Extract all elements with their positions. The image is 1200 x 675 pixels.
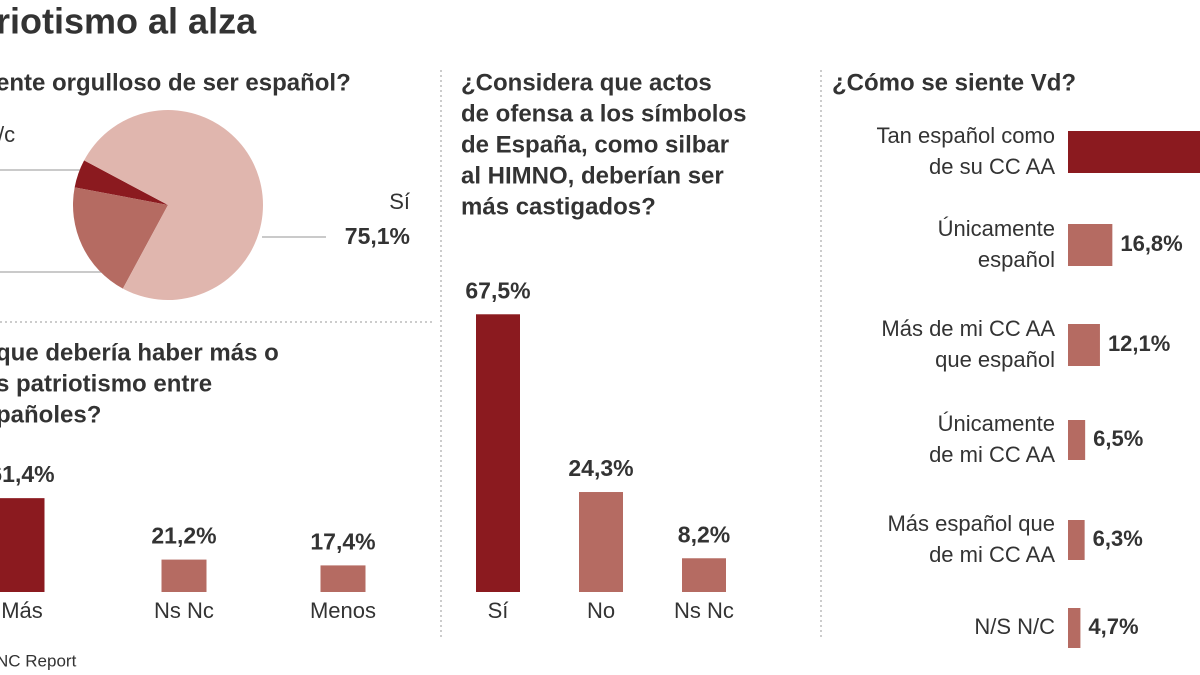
category-label: de su CC AA bbox=[929, 154, 1055, 179]
pie-slice bbox=[74, 160, 168, 205]
value-label: 16,8% bbox=[1120, 231, 1182, 256]
category-label: Ns Nc bbox=[154, 598, 214, 623]
value-label: 12,1% bbox=[1108, 331, 1170, 356]
source: NC Report bbox=[0, 651, 77, 670]
bar bbox=[579, 492, 623, 592]
bar bbox=[1068, 324, 1100, 366]
chart-title: que debería haber más o bbox=[0, 339, 279, 366]
category-label: Ns Nc bbox=[674, 598, 734, 623]
pie-slice bbox=[72, 187, 168, 289]
value-label: 6,3% bbox=[1093, 526, 1143, 551]
value-label: 8,2% bbox=[678, 521, 730, 547]
bar bbox=[1068, 224, 1113, 266]
value-label: 4,7% bbox=[1088, 614, 1138, 639]
value-label: 6,5% bbox=[1093, 426, 1143, 451]
category-label: Únicamente bbox=[938, 411, 1055, 436]
bar bbox=[0, 498, 45, 592]
slice-label: Sí bbox=[389, 189, 410, 214]
chart-title: de España, como silbar bbox=[461, 131, 729, 158]
bar bbox=[1068, 520, 1085, 560]
chart-title: ¿Cómo se siente Vd? bbox=[832, 69, 1076, 96]
page-title: riotismo al alza bbox=[0, 1, 257, 42]
chart-title: de ofensa a los símbolos bbox=[461, 100, 746, 127]
chart-title: más castigados? bbox=[461, 193, 656, 220]
value-label: 67,5% bbox=[465, 277, 530, 303]
category-label: N/S N/C bbox=[974, 614, 1055, 639]
category-label: No bbox=[587, 598, 615, 623]
value-label: 75,1% bbox=[345, 223, 410, 249]
bar bbox=[1068, 608, 1081, 648]
category-label: Tan español como bbox=[876, 123, 1055, 148]
bar bbox=[320, 565, 366, 592]
value-label: 24,3% bbox=[568, 455, 633, 481]
value-label: 61,4% bbox=[0, 461, 55, 487]
slice-label: /c bbox=[0, 122, 15, 147]
bar bbox=[161, 559, 207, 592]
bar bbox=[1068, 131, 1200, 173]
chart-title: s patriotismo entre bbox=[0, 370, 212, 397]
category-label: Más de mi CC AA bbox=[881, 316, 1055, 341]
value-label: 17,4% bbox=[310, 528, 375, 554]
bar bbox=[682, 558, 726, 592]
chart-title: pañoles? bbox=[0, 401, 101, 428]
category-label: que español bbox=[935, 347, 1055, 372]
chart-title: al HIMNO, deberían ser bbox=[461, 162, 724, 189]
category-label: Únicamente bbox=[938, 216, 1055, 241]
category-label: de mi CC AA bbox=[929, 442, 1055, 467]
category-label: español bbox=[978, 247, 1055, 272]
bar bbox=[1068, 420, 1086, 460]
category-label: Más español que bbox=[887, 511, 1055, 536]
category-label: Menos bbox=[310, 598, 376, 623]
category-label: de mi CC AA bbox=[929, 542, 1055, 567]
bar bbox=[476, 314, 520, 592]
value-label: 21,2% bbox=[151, 523, 216, 549]
category-label: Sí bbox=[488, 598, 509, 623]
pie-slice bbox=[84, 110, 263, 300]
category-label: Más bbox=[1, 598, 43, 623]
chart-title: ente orgulloso de ser español? bbox=[0, 69, 351, 96]
chart-title: ¿Considera que actos bbox=[461, 69, 712, 96]
